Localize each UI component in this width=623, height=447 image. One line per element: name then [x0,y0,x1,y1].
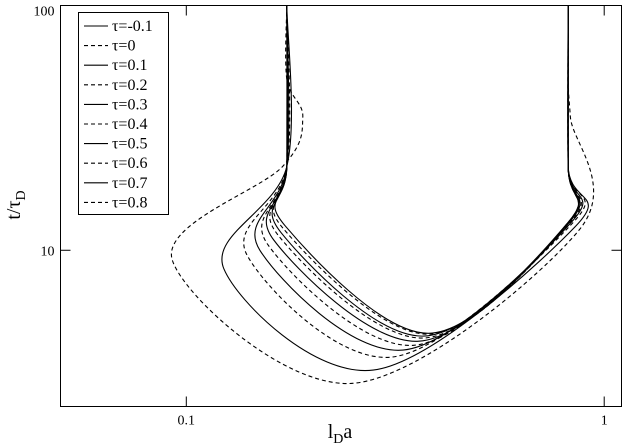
legend-label: τ=0.6 [112,155,147,172]
legend-label: τ=0.4 [112,116,147,133]
y-tick-label: 100 [34,5,55,20]
legend-label: τ=0.5 [112,136,147,153]
legend-box [78,12,169,215]
curve [265,5,581,342]
legend-label: τ=0.7 [112,175,147,192]
y-label-part: t/τ [3,200,25,219]
legend-label: τ=0.8 [112,194,147,211]
plot-frame [60,5,622,407]
y-label-sub: D [14,190,29,200]
x-label-part: l [328,421,334,443]
curve [269,5,581,339]
legend-label: τ=-0.1 [112,18,153,35]
legend-label: τ=0 [112,38,135,55]
curve [272,5,579,335]
legend-label: τ=0.1 [112,57,147,74]
y-axis-label: t/τD [3,190,29,219]
x-label-sub: D [333,432,343,447]
legend-label: τ=0.2 [112,77,147,94]
curve [170,5,594,384]
y-tick-label: 10 [41,244,55,259]
curve [271,5,580,337]
x-tick-label: 0.1 [178,414,196,429]
curve [221,5,589,371]
curve [274,5,579,334]
x-axis-label: lDa [328,421,353,447]
curve [243,5,586,358]
x-label-part: a [343,421,352,443]
curve [261,5,582,346]
x-tick-label: 1 [601,414,608,429]
legend-label: τ=0.3 [112,96,147,113]
curve [254,5,584,351]
